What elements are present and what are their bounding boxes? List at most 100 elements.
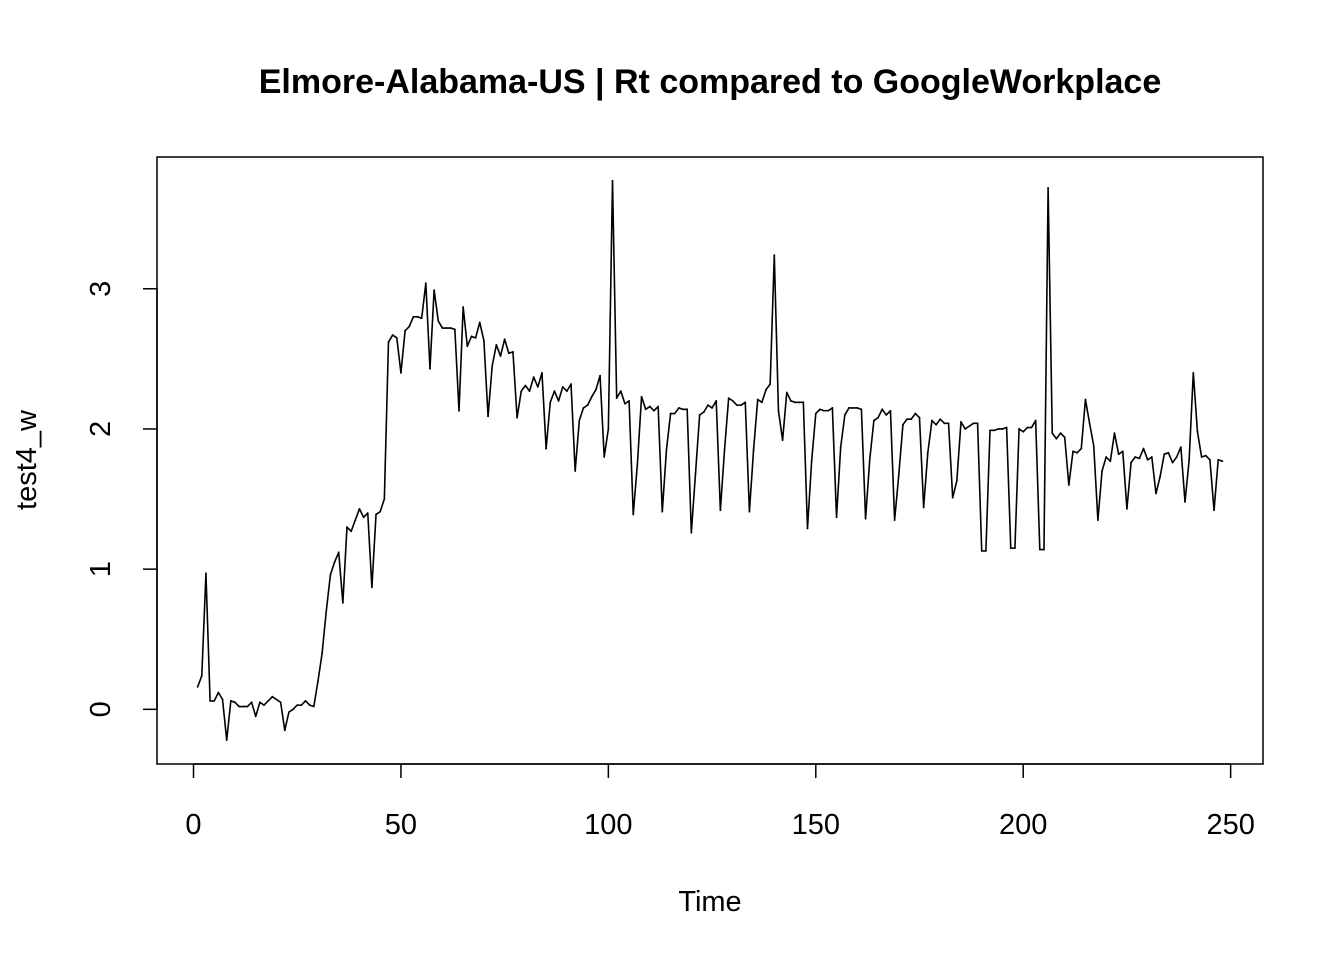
- data-point: [1130, 461, 1132, 464]
- data-point: [619, 390, 622, 393]
- data-point: [416, 315, 419, 318]
- data-point: [445, 327, 448, 329]
- data-point: [827, 409, 830, 412]
- data-point: [449, 327, 452, 329]
- data-point: [217, 691, 220, 694]
- data-point: [590, 395, 593, 398]
- data-point: [897, 474, 900, 477]
- data-point: [574, 470, 577, 472]
- data-point: [794, 401, 796, 404]
- data-point: [1175, 456, 1178, 458]
- data-point: [690, 531, 693, 534]
- data-point: [777, 409, 780, 412]
- data-point: [1117, 453, 1120, 456]
- data-point: [1022, 430, 1025, 433]
- data-point: [1063, 436, 1066, 439]
- data-point: [491, 364, 494, 367]
- data-point: [333, 561, 336, 564]
- data-point: [1179, 446, 1182, 449]
- data-point: [1204, 454, 1207, 457]
- data-point: [209, 700, 212, 702]
- data-point: [1138, 457, 1141, 460]
- data-point: [615, 397, 618, 400]
- data-point: [196, 686, 199, 688]
- data-point: [611, 179, 614, 182]
- data-point: [765, 388, 767, 391]
- data-point: [1018, 428, 1020, 430]
- data-point: [495, 343, 498, 346]
- data-point: [931, 419, 933, 422]
- data-point: [632, 513, 635, 516]
- data-point: [524, 384, 527, 387]
- data-point: [462, 306, 465, 308]
- y-axis-label: test4_w: [11, 409, 43, 510]
- data-point: [868, 458, 871, 461]
- series-line: [196, 180, 1223, 741]
- data-point: [288, 711, 290, 714]
- data-point: [433, 289, 436, 292]
- data-point: [926, 451, 929, 454]
- data-point: [669, 412, 672, 415]
- data-point: [1171, 461, 1174, 464]
- data-point: [263, 704, 265, 707]
- data-point: [922, 506, 925, 509]
- data-point: [1038, 548, 1041, 551]
- data-point: [1101, 470, 1103, 472]
- data-point: [1051, 432, 1054, 435]
- data-point: [1001, 428, 1004, 430]
- data-point: [790, 400, 792, 402]
- data-point: [499, 355, 502, 357]
- data-point: [354, 519, 357, 521]
- data-point: [325, 610, 328, 613]
- data-point: [997, 428, 1000, 430]
- data-point: [358, 507, 361, 510]
- data-point: [441, 327, 444, 329]
- data-point: [279, 701, 282, 704]
- data-point: [989, 429, 991, 432]
- data-points: [196, 179, 1224, 742]
- x-tick-label: 200: [999, 809, 1047, 841]
- data-point: [271, 695, 274, 698]
- data-point: [848, 407, 850, 409]
- data-point: [1217, 458, 1220, 461]
- data-point: [557, 400, 560, 402]
- data-point: [1167, 451, 1170, 454]
- data-point: [1084, 398, 1087, 401]
- data-point: [993, 429, 996, 432]
- chart-title: Elmore-Alabama-US | Rt compared to Googl…: [259, 63, 1162, 101]
- y-axis: 0 1 2 3: [85, 281, 158, 717]
- data-point: [1150, 456, 1153, 458]
- data-point: [578, 419, 581, 422]
- data-point: [773, 254, 776, 257]
- data-point: [246, 705, 249, 708]
- data-point: [1059, 432, 1062, 435]
- data-point: [321, 652, 324, 655]
- data-point: [296, 704, 299, 707]
- data-point: [200, 674, 203, 677]
- data-point: [599, 374, 601, 377]
- data-point: [474, 336, 477, 339]
- data-point: [1026, 426, 1029, 429]
- data-point: [885, 414, 888, 416]
- data-point: [412, 315, 415, 318]
- data-point: [951, 496, 954, 499]
- data-point: [939, 418, 942, 421]
- data-point: [458, 409, 460, 412]
- data-point: [657, 405, 660, 408]
- data-point: [1196, 430, 1199, 433]
- data-point: [487, 415, 489, 418]
- data-point: [213, 700, 216, 702]
- data-point: [238, 705, 241, 708]
- data-point: [346, 526, 348, 528]
- data-point: [507, 352, 510, 355]
- data-point: [1080, 447, 1083, 450]
- data-point: [1126, 507, 1128, 510]
- data-point: [760, 401, 763, 404]
- y-tick-label: 2: [85, 421, 117, 437]
- data-point: [628, 400, 630, 402]
- data-point: [312, 705, 315, 708]
- data-point: [677, 407, 680, 409]
- data-point: [341, 601, 344, 604]
- data-point: [466, 345, 469, 348]
- data-point: [366, 512, 369, 514]
